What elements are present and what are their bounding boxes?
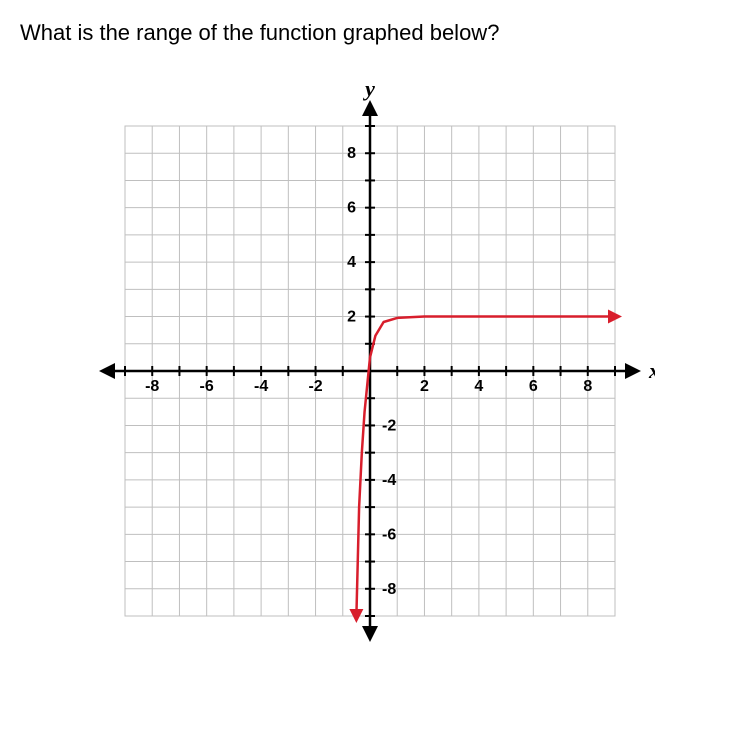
svg-text:2: 2 <box>347 309 356 326</box>
question-text: What is the range of the function graphe… <box>20 20 730 46</box>
chart-container: -8-6-4-22468-8-6-4-22468yx <box>20 86 730 646</box>
svg-text:-8: -8 <box>145 378 159 395</box>
svg-text:-2: -2 <box>308 378 322 395</box>
svg-text:-8: -8 <box>382 581 396 598</box>
svg-text:x: x <box>648 358 655 383</box>
svg-text:8: 8 <box>583 378 592 395</box>
svg-text:-4: -4 <box>254 378 268 395</box>
svg-text:-2: -2 <box>382 417 396 434</box>
svg-text:4: 4 <box>347 254 356 271</box>
svg-text:4: 4 <box>474 378 483 395</box>
svg-text:-6: -6 <box>382 526 396 543</box>
function-graph: -8-6-4-22468-8-6-4-22468yx <box>95 86 655 646</box>
svg-text:6: 6 <box>347 200 356 217</box>
svg-text:-6: -6 <box>200 378 214 395</box>
svg-text:6: 6 <box>529 378 538 395</box>
svg-text:-4: -4 <box>382 472 396 489</box>
svg-text:2: 2 <box>420 378 429 395</box>
svg-text:8: 8 <box>347 145 356 162</box>
